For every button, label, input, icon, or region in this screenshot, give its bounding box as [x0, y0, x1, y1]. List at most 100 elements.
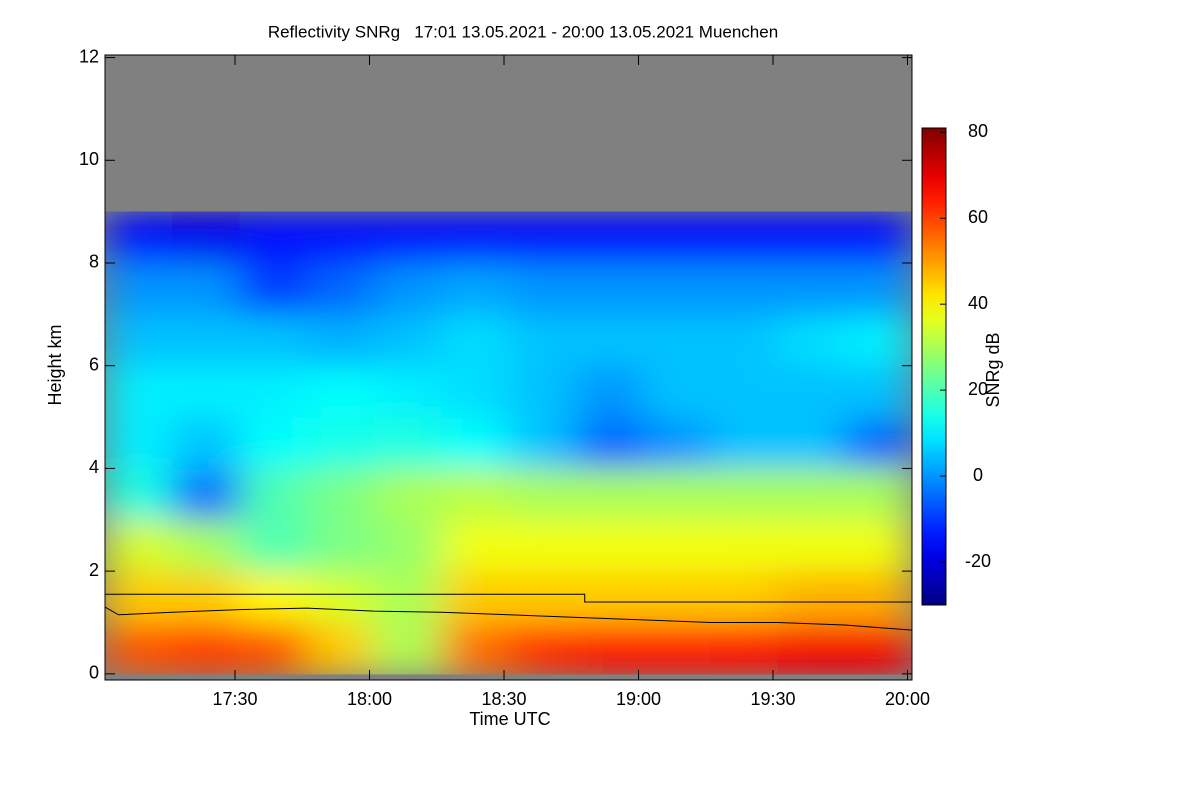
colorbar [921, 127, 947, 606]
heatmap-cell [575, 365, 644, 418]
heatmap-cell [306, 211, 375, 264]
colorbar-tick-label: 60 [968, 207, 988, 227]
x-axis-label: Time UTC [469, 709, 550, 729]
heatmap-cell [710, 262, 778, 315]
heatmap-cell [441, 417, 509, 469]
heatmap-cell [306, 519, 375, 572]
heatmap-cell [777, 262, 846, 315]
heatmap-cells [105, 211, 912, 675]
x-tick-label: 19:00 [616, 689, 661, 709]
heatmap-cell [374, 211, 442, 264]
x-tick-label: 18:00 [347, 689, 392, 709]
heatmap-cell [777, 571, 846, 623]
heatmap-cell [777, 417, 846, 469]
heatmap-cell [643, 622, 711, 675]
heatmap-cell [105, 314, 173, 367]
heatmap-cell [239, 571, 308, 623]
y-tick-label: 2 [89, 560, 99, 580]
heatmap-cell [441, 622, 509, 675]
heatmap-cell [374, 468, 442, 521]
heatmap-cell [844, 365, 912, 418]
y-tick-label: 8 [89, 252, 99, 272]
heatmap-cell [306, 468, 375, 521]
heatmap-cell [844, 262, 912, 315]
heatmap-cell [374, 314, 442, 367]
heatmap-cell [105, 622, 173, 675]
heatmap-cell [239, 365, 308, 418]
heatmap-cell [374, 622, 442, 675]
colorbar-label: SNRg dB [983, 332, 1003, 407]
colorbar-tick-label: -20 [965, 551, 991, 571]
heatmap-cell [844, 571, 912, 623]
heatmap-cell [710, 211, 778, 264]
y-tick-label: 6 [89, 354, 99, 374]
heatmap-cell [575, 571, 644, 623]
heatmap-cell [239, 262, 308, 315]
heatmap-cell [306, 417, 375, 469]
heatmap [105, 211, 912, 675]
axes: 17:30 18:00 18:30 19:00 19:30 20:00 0 2 4 6 8 10 12 -… [79, 46, 991, 708]
heatmap-cell [777, 314, 846, 367]
overlay-line [105, 593, 912, 603]
heatmap-cell [374, 365, 442, 418]
heatmap-cell [643, 468, 711, 521]
heatmap-cell [710, 314, 778, 367]
x-tick-label: 20:00 [885, 689, 930, 709]
heatmap-cell [239, 417, 308, 469]
heatmap-cell [643, 417, 711, 469]
heatmap-cell [508, 622, 577, 675]
heatmap-cell [777, 519, 846, 572]
chart-title: Reflectivity SNRg 17:01 13.05.2021 - 20:… [268, 22, 778, 41]
heatmap-cell [710, 571, 778, 623]
heatmap-cell [777, 365, 846, 418]
heatmap-cell [575, 468, 644, 521]
colorbar-tick-label: 80 [968, 121, 988, 141]
heatmap-cell [374, 417, 442, 469]
heatmap-cell [441, 365, 509, 418]
x-tick-label: 17:30 [212, 689, 257, 709]
heatmap-cell [643, 314, 711, 367]
heatmap-cell [105, 365, 173, 418]
plot-frame [104, 54, 913, 681]
heatmap-cell [239, 314, 308, 367]
y-tick-label: 4 [89, 457, 99, 477]
heatmap-cell [105, 468, 173, 521]
heatmap-cell [441, 468, 509, 521]
heatmap-cell [374, 519, 442, 572]
heatmap-cell [643, 262, 711, 315]
heatmap-cell [306, 622, 375, 675]
heatmap-cell [105, 519, 173, 572]
heatmap-cell [643, 365, 711, 418]
colorbar-tick-label: 20 [968, 379, 988, 399]
heatmap-cell [172, 468, 240, 521]
heatmap-cell [306, 365, 375, 418]
heatmap-cell [844, 314, 912, 367]
heatmap-cell [172, 211, 240, 264]
heatmap-cell [441, 211, 509, 264]
heatmap-cell [239, 468, 308, 521]
heatmap-cell [844, 417, 912, 469]
heatmap-cell [710, 622, 778, 675]
heatmap-cell [105, 211, 173, 264]
heatmap-cell [575, 262, 644, 315]
heatmap-cell [575, 622, 644, 675]
heatmap-cell [777, 468, 846, 521]
overlay-lines [105, 593, 912, 631]
x-tick-label: 18:30 [481, 689, 526, 709]
heatmap-cell [172, 417, 240, 469]
y-tick-label: 10 [79, 149, 99, 169]
heatmap-cell [844, 468, 912, 521]
heatmap-cell [306, 571, 375, 623]
heatmap-cell [239, 519, 308, 572]
heatmap-cell [105, 417, 173, 469]
heatmap-cell [710, 365, 778, 418]
y-tick-label: 0 [89, 663, 99, 683]
heatmap-cell [575, 211, 644, 264]
heatmap-cell [441, 314, 509, 367]
heatmap-cell [710, 417, 778, 469]
heatmap-cell [575, 519, 644, 572]
heatmap-cell [508, 211, 577, 264]
heatmap-cell [374, 571, 442, 623]
heatmap-cell [643, 519, 711, 572]
